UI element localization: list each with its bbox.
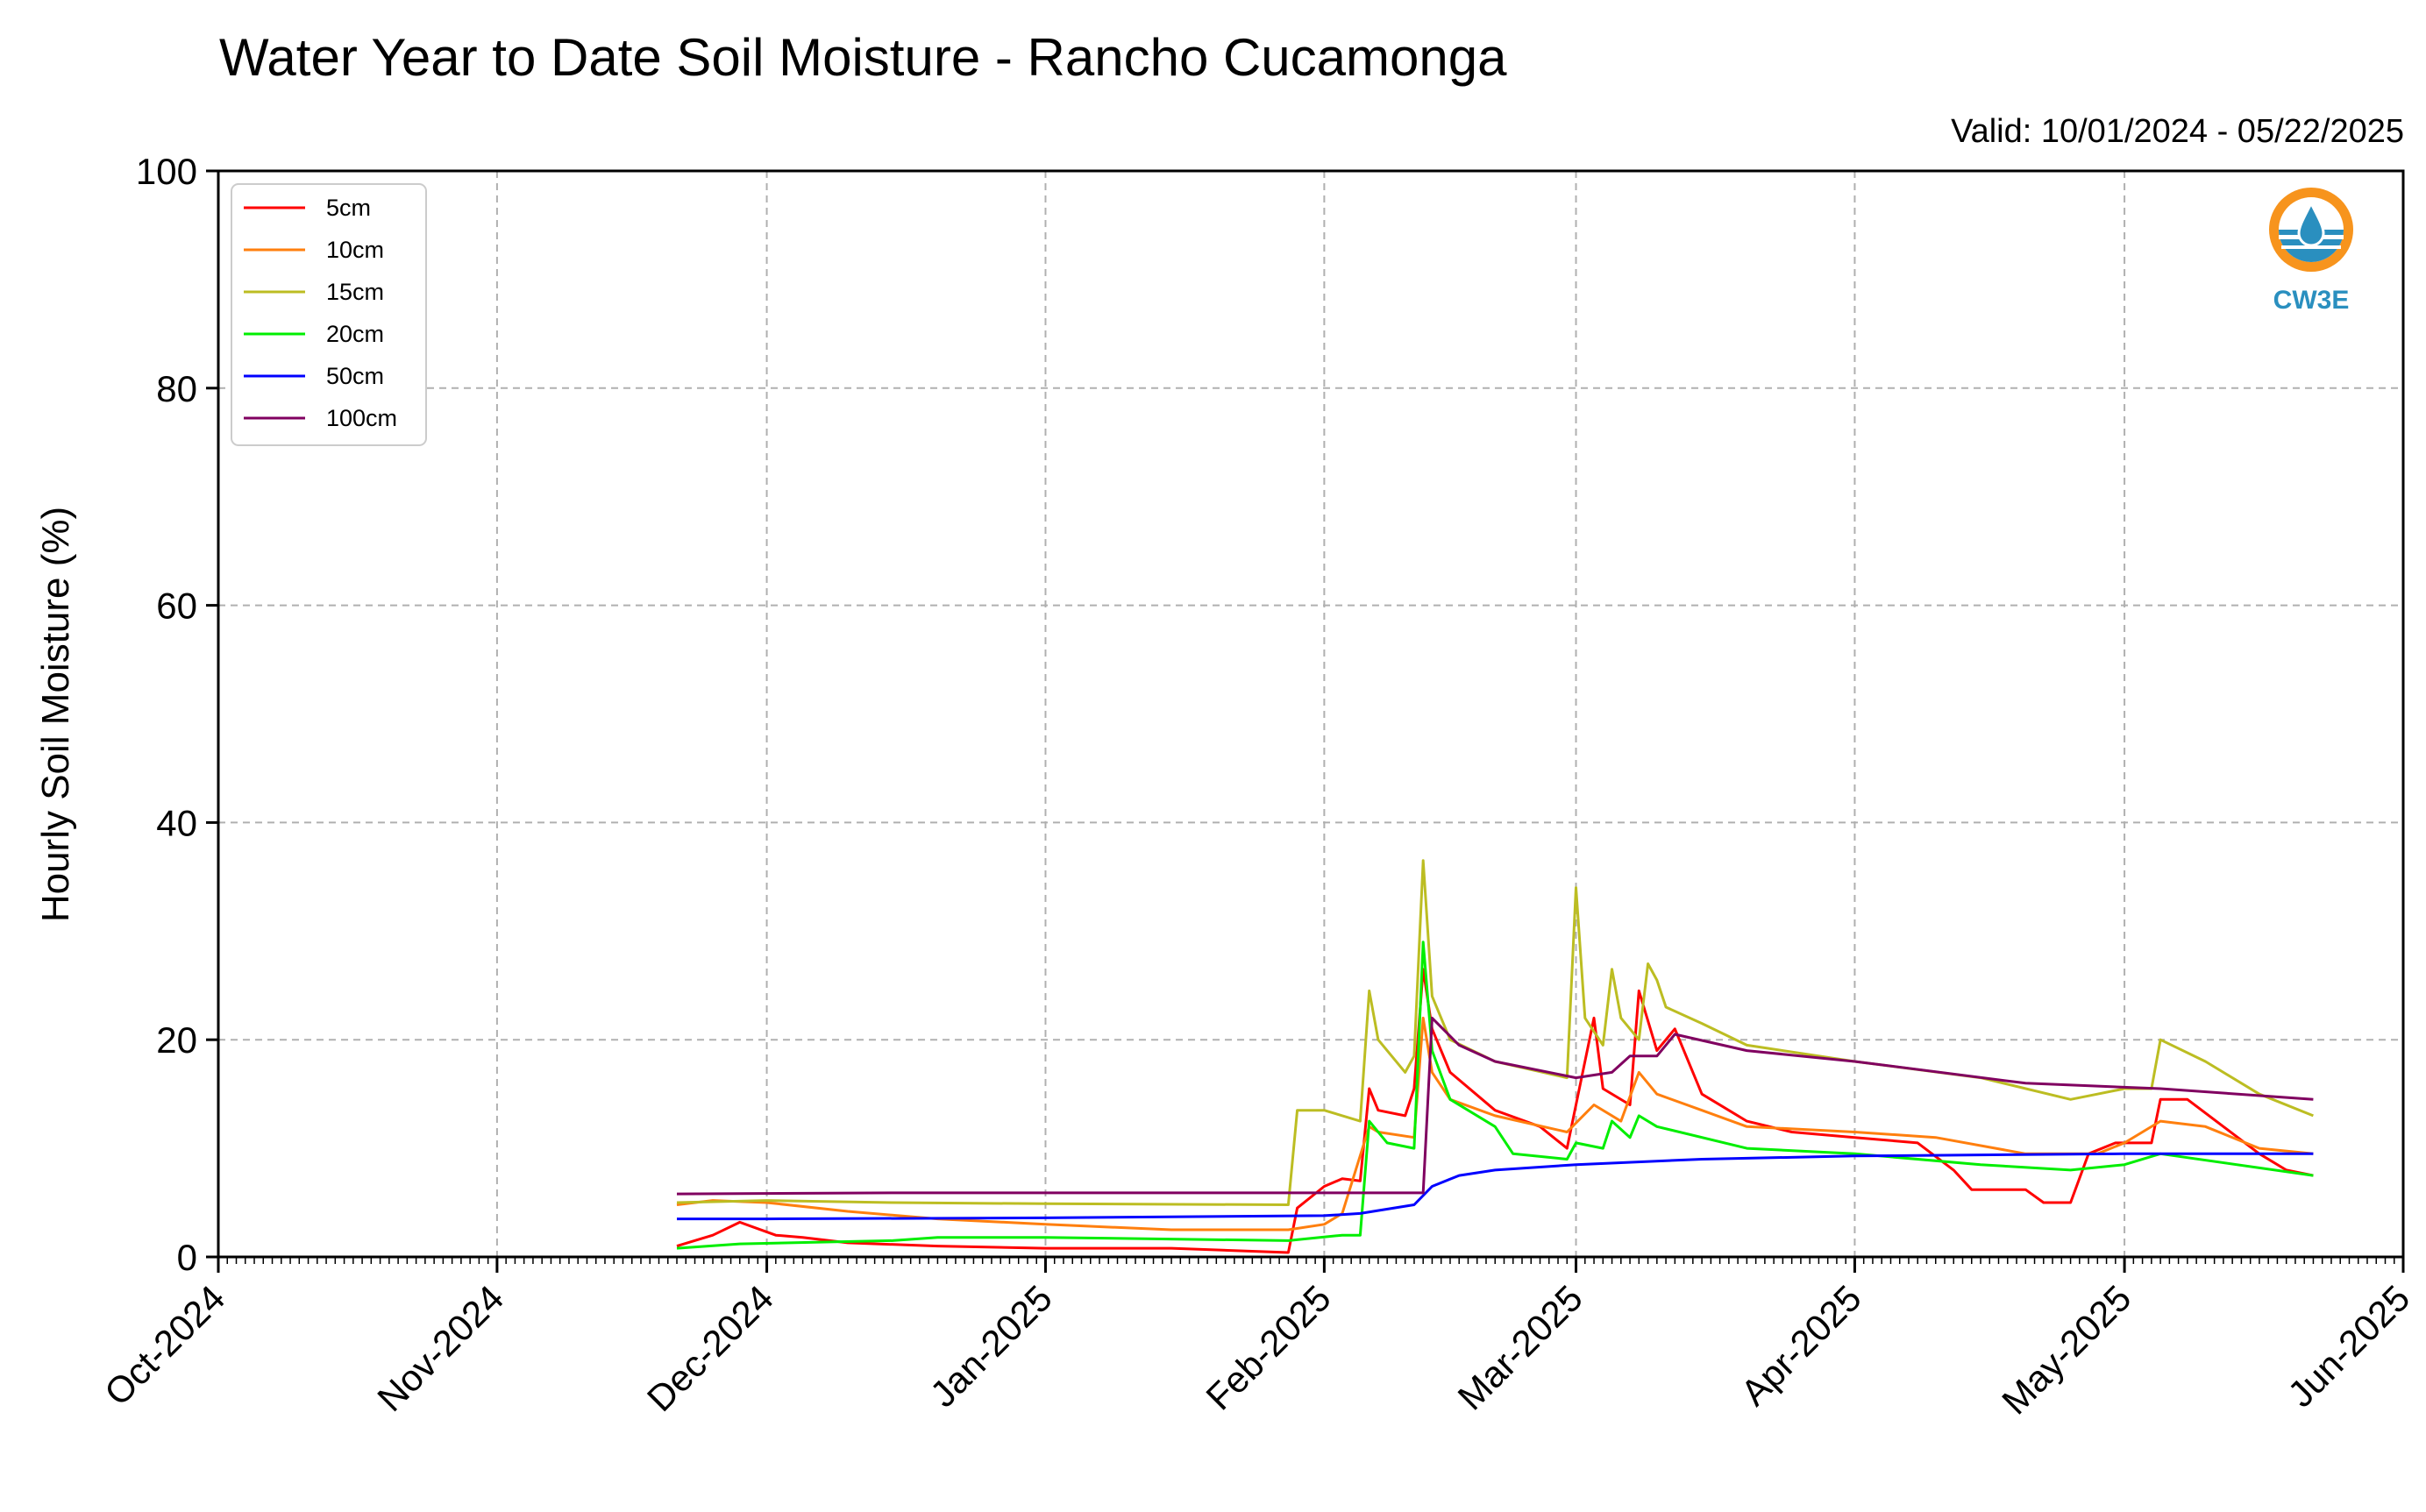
x-tick-label: Nov-2024 <box>369 1277 511 1419</box>
x-tick-label: Apr-2025 <box>1732 1277 1868 1413</box>
x-tick-label: Oct-2024 <box>96 1277 232 1413</box>
legend: 5cm 10cm 15cm 20cm 50cm 100cm <box>231 183 427 446</box>
y-tick-label: 100 <box>136 151 197 192</box>
y-tick-label: 60 <box>156 586 197 627</box>
legend-label-100cm: 100cm <box>326 405 397 431</box>
x-tick-label: Jan-2025 <box>922 1277 1060 1415</box>
cw3e-logo-text: CW3E <box>2273 286 2350 315</box>
legend-label-10cm: 10cm <box>326 237 384 263</box>
x-tick-label: May-2025 <box>1994 1277 2138 1422</box>
y-axis-label: Hourly Soil Moisture (%) <box>34 507 77 922</box>
x-tick-label: Mar-2025 <box>1450 1277 1590 1417</box>
y-tick-label: 0 <box>177 1237 197 1278</box>
series-line-100cm <box>676 1016 2314 1196</box>
y-tick-label: 40 <box>156 802 197 843</box>
chart-title: Water Year to Date Soil Moisture - Ranch… <box>219 28 1507 87</box>
series-line-5cm <box>676 968 2314 1254</box>
valid-date-range: Valid: 10/01/2024 - 05/22/2025 <box>1951 113 2404 150</box>
legend-label-50cm: 50cm <box>326 363 384 389</box>
cw3e-water-drop-icon <box>2269 188 2353 272</box>
series-lines <box>676 859 2314 1254</box>
x-tick-label: Feb-2025 <box>1198 1277 1338 1417</box>
y-tick-label: 20 <box>156 1019 197 1061</box>
y-axis: 0 20 40 60 80 100 <box>136 151 218 1278</box>
series-line-15cm <box>676 859 2314 1206</box>
series-line-50cm <box>677 1152 2314 1221</box>
legend-label-20cm: 20cm <box>326 321 384 347</box>
cw3e-logo: CW3E <box>2269 188 2353 315</box>
grid-lines <box>218 171 2403 1257</box>
x-tick-label: Dec-2024 <box>639 1277 781 1419</box>
x-tick-label: Jun-2025 <box>2280 1277 2417 1415</box>
x-axis: Oct-2024 Nov-2024 Dec-2024 Jan-2025 Feb-2025… <box>96 1257 2417 1422</box>
legend-label-5cm: 5cm <box>326 195 371 221</box>
legend-label-15cm: 15cm <box>326 279 384 305</box>
y-tick-label: 80 <box>156 368 197 409</box>
series-line-10cm <box>676 1016 2314 1232</box>
plot-frame <box>217 169 2405 1259</box>
